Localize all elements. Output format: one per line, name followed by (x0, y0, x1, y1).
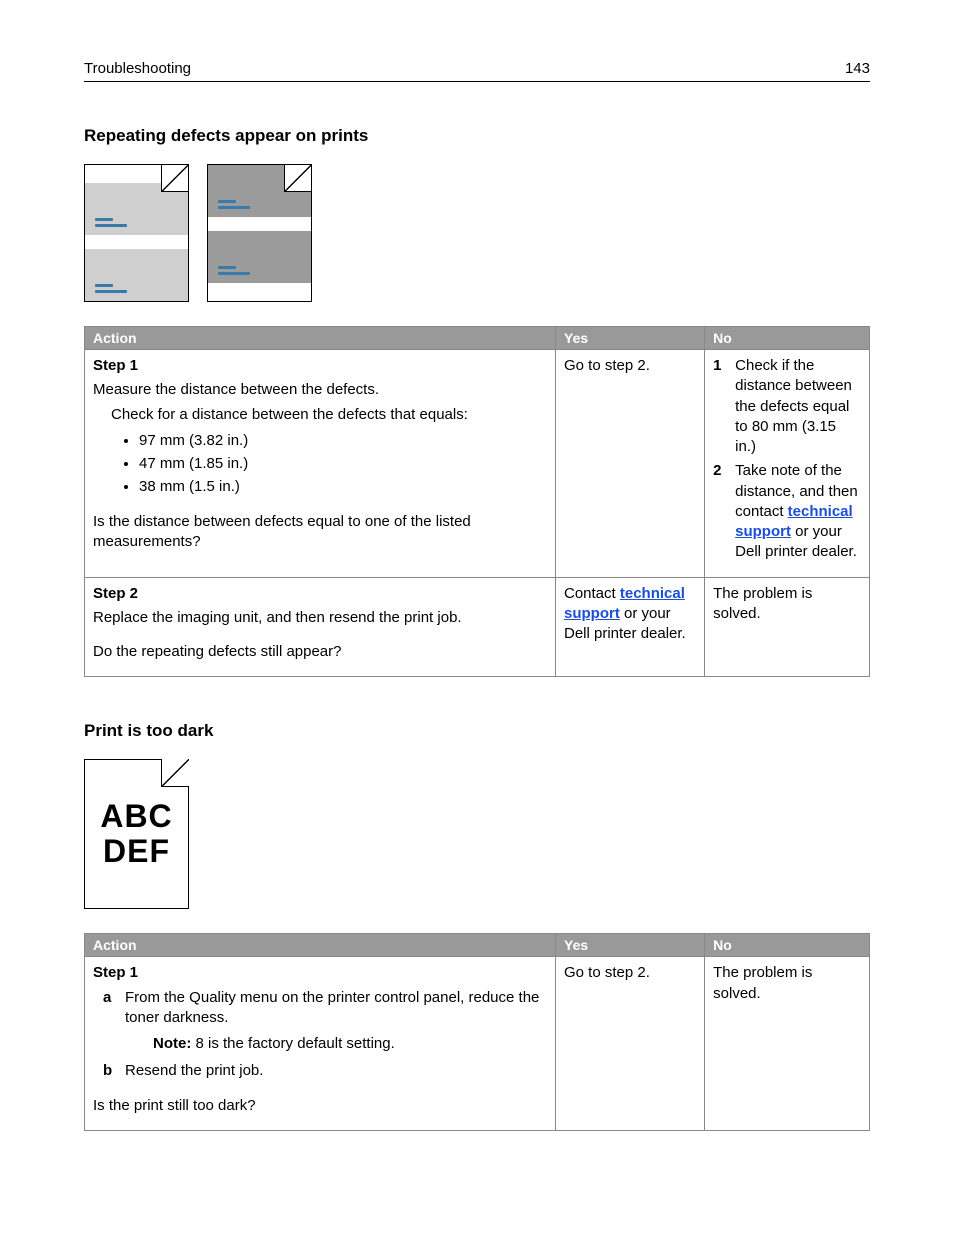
alpha-text: From the Quality menu on the printer con… (125, 989, 539, 1026)
dogear-icon (161, 759, 189, 787)
cell-action: Step 2 Replace the imaging unit, and the… (85, 577, 556, 677)
dogear-icon (284, 164, 312, 192)
step-label: Step 1 (93, 357, 138, 374)
th-no: No (705, 327, 870, 350)
th-action: Action (85, 327, 556, 350)
table-row: Step 2 Replace the imaging unit, and the… (85, 577, 870, 677)
step-label: Step 2 (93, 585, 138, 602)
no-steps-list: 1 Check if the distance between the defe… (713, 356, 861, 563)
th-no: No (705, 934, 870, 957)
cell-yes: Go to step 2. (556, 957, 705, 1131)
list-item: 38 mm (1.5 in.) (139, 477, 547, 497)
list-item: 97 mm (3.82 in.) (139, 431, 547, 451)
th-action: Action (85, 934, 556, 957)
cell-yes: Go to step 2. (556, 350, 705, 578)
defect-page-1 (84, 164, 189, 302)
table-row: Step 1 a From the Quality menu on the pr… (85, 957, 870, 1131)
list-number: 2 (713, 461, 729, 562)
list-text: Check if the distance between the defect… (735, 356, 861, 457)
question: Is the distance between defects equal to… (93, 512, 547, 553)
header-section: Troubleshooting (84, 60, 191, 77)
dogear-icon (161, 164, 189, 192)
page-header: Troubleshooting 143 (84, 60, 870, 82)
sample-text-line1: ABC (100, 799, 172, 834)
table-row: Step 1 Measure the distance between the … (85, 350, 870, 578)
table-header-row: Action Yes No (85, 934, 870, 957)
list-item: 1 Check if the distance between the defe… (713, 356, 861, 457)
cell-action: Step 1 a From the Quality menu on the pr… (85, 957, 556, 1131)
list-text: Take note of the distance, and then cont… (735, 461, 861, 562)
defect-illustration (84, 164, 870, 302)
action-subline: Check for a distance between the defects… (111, 405, 547, 425)
table-header-row: Action Yes No (85, 327, 870, 350)
list-item: b Resend the print job. (103, 1061, 547, 1081)
cell-action: Step 1 Measure the distance between the … (85, 350, 556, 578)
list-item: 2 Take note of the distance, and then co… (713, 461, 861, 562)
note-text: 8 is the factory default setting. (191, 1035, 394, 1052)
th-yes: Yes (556, 934, 705, 957)
alpha-list: a From the Quality menu on the printer c… (93, 988, 547, 1082)
cell-no: 1 Check if the distance between the defe… (705, 350, 870, 578)
question: Is the print still too dark? (93, 1096, 547, 1116)
th-yes: Yes (556, 327, 705, 350)
defect-page-2 (207, 164, 312, 302)
list-item: 47 mm (1.85 in.) (139, 454, 547, 474)
note: Note: 8 is the factory default setting. (153, 1034, 547, 1054)
cell-no: The problem is solved. (705, 957, 870, 1131)
table-repeating-defects: Action Yes No Step 1 Measure the distanc… (84, 326, 870, 677)
list-item: a From the Quality menu on the printer c… (103, 988, 547, 1059)
alpha-letter: b (103, 1061, 119, 1081)
alpha-text: Resend the print job. (125, 1062, 263, 1079)
cell-no: The problem is solved. (705, 577, 870, 677)
action-line: Replace the imaging unit, and then resen… (93, 608, 547, 628)
header-page-number: 143 (845, 60, 870, 77)
section2-title: Print is too dark (84, 721, 870, 741)
alpha-letter: a (103, 988, 119, 1059)
question: Do the repeating defects still appear? (93, 642, 547, 662)
cell-yes: Contact technical support or your Dell p… (556, 577, 705, 677)
measurement-list: 97 mm (3.82 in.) 47 mm (1.85 in.) 38 mm … (139, 431, 547, 498)
table-print-too-dark: Action Yes No Step 1 a From the Quality … (84, 933, 870, 1131)
dark-print-illustration: ABC DEF (84, 759, 870, 909)
action-line: Measure the distance between the defects… (93, 380, 547, 400)
list-number: 1 (713, 356, 729, 457)
sample-text-line2: DEF (103, 834, 170, 869)
section1-title: Repeating defects appear on prints (84, 126, 870, 146)
dark-print-page: ABC DEF (84, 759, 189, 909)
note-label: Note: (153, 1035, 191, 1052)
step-label: Step 1 (93, 964, 138, 981)
